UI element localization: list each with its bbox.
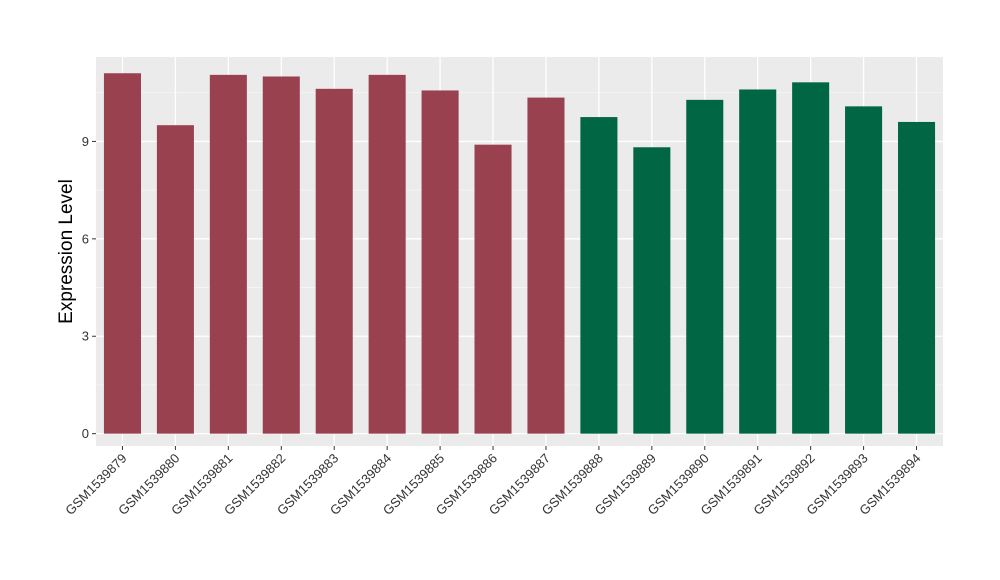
y-tick-label: 9 [82, 134, 89, 149]
y-tick-label: 0 [82, 426, 89, 441]
bar-GSM1539891 [739, 89, 777, 434]
y-tick-label: 6 [82, 231, 89, 246]
bar-GSM1539893 [845, 106, 883, 434]
bar-GSM1539888 [580, 117, 618, 434]
bar-GSM1539884 [368, 74, 406, 434]
y-axis: 0 3 6 9 [82, 134, 96, 441]
bars [103, 73, 936, 434]
bar-GSM1539879 [103, 73, 141, 434]
x-axis: GSM1539879GSM1539880GSM1539881GSM1539882… [62, 446, 924, 518]
bar-GSM1539887 [527, 97, 565, 434]
bar-GSM1539885 [421, 90, 459, 434]
bar-GSM1539880 [156, 125, 194, 434]
bar-GSM1539889 [633, 147, 671, 434]
y-axis-title: Expression Level [56, 179, 77, 324]
bar-GSM1539890 [686, 99, 724, 434]
bar-GSM1539886 [474, 144, 512, 434]
bar-GSM1539892 [792, 82, 830, 434]
bar-GSM1539883 [315, 88, 353, 434]
bar-GSM1539881 [209, 74, 247, 434]
bar-GSM1539882 [262, 76, 300, 434]
y-tick-label: 3 [82, 329, 89, 344]
bar-GSM1539894 [898, 121, 936, 434]
